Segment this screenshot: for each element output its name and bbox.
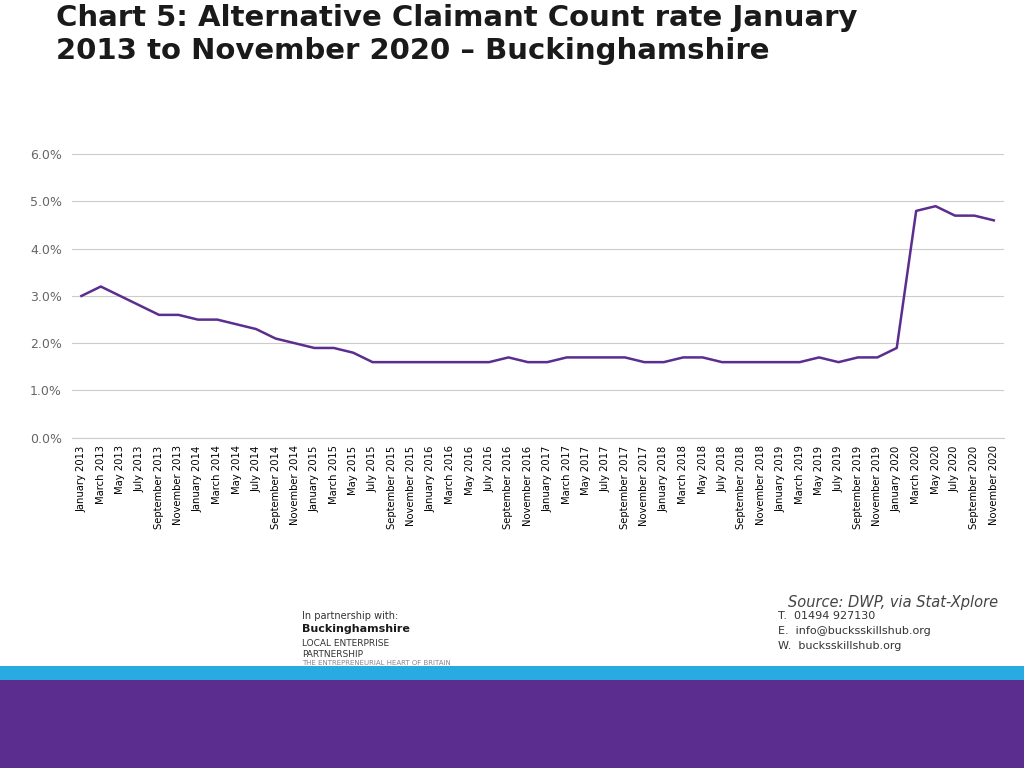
Bar — [20, 633, 53, 664]
Text: In partnership with:: In partnership with: — [302, 611, 398, 621]
Text: T.  01494 927130: T. 01494 927130 — [778, 611, 876, 621]
Text: Chart 5: Alternative Claimant Count rate January
2013 to November 2020 – Bucking: Chart 5: Alternative Claimant Count rate… — [56, 4, 858, 65]
Text: Source: DWP, via Stat-Xplore: Source: DWP, via Stat-Xplore — [788, 595, 998, 611]
Text: LOCAL ENTERPRISE: LOCAL ENTERPRISE — [302, 639, 389, 648]
Text: BUCKINGHAMSHIRE: BUCKINGHAMSHIRE — [61, 611, 193, 624]
Text: W.  bucksskillshub.org: W. bucksskillshub.org — [778, 641, 901, 651]
Text: SKILLS HUB: SKILLS HUB — [61, 641, 139, 654]
Text: THE ENTREPRENEURIAL HEART OF BRITAIN: THE ENTREPRENEURIAL HEART OF BRITAIN — [302, 660, 451, 667]
Text: PARTNERSHIP: PARTNERSHIP — [302, 650, 364, 660]
Text: Buckinghamshire: Buckinghamshire — [302, 624, 410, 634]
Text: E.  info@bucksskillshub.org: E. info@bucksskillshub.org — [778, 626, 931, 636]
Bar — [20, 601, 53, 664]
